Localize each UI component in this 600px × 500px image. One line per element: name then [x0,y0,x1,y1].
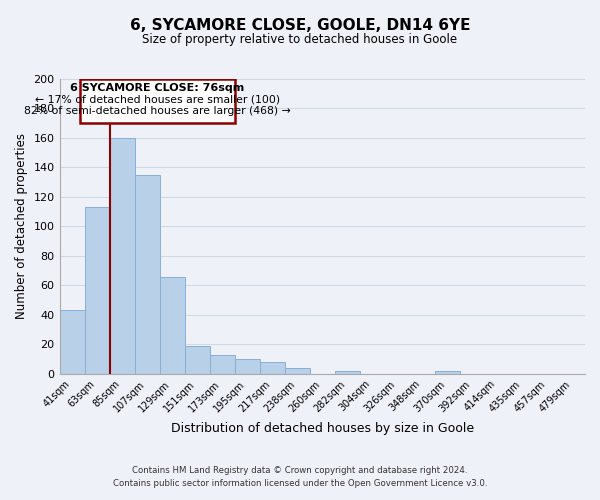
Bar [285,368,310,374]
Bar [110,138,134,374]
Text: ← 17% of detached houses are smaller (100): ← 17% of detached houses are smaller (10… [35,94,280,104]
Text: 82% of semi-detached houses are larger (468) →: 82% of semi-detached houses are larger (… [24,106,290,116]
Y-axis label: Number of detached properties: Number of detached properties [15,134,28,320]
X-axis label: Distribution of detached houses by size in Goole: Distribution of detached houses by size … [171,422,474,435]
Bar [59,310,85,374]
Bar [134,175,160,374]
Bar [185,346,209,374]
Bar [235,359,260,374]
Text: Size of property relative to detached houses in Goole: Size of property relative to detached ho… [142,32,458,46]
Text: 6, SYCAMORE CLOSE, GOOLE, DN14 6YE: 6, SYCAMORE CLOSE, GOOLE, DN14 6YE [130,18,470,32]
Bar [260,362,285,374]
Bar [335,371,360,374]
Text: Contains HM Land Registry data © Crown copyright and database right 2024.
Contai: Contains HM Land Registry data © Crown c… [113,466,487,487]
Text: 6 SYCAMORE CLOSE: 76sqm: 6 SYCAMORE CLOSE: 76sqm [70,84,244,94]
Bar [435,371,460,374]
Bar [80,79,235,123]
Bar [85,208,110,374]
Bar [160,276,185,374]
Bar [209,354,235,374]
